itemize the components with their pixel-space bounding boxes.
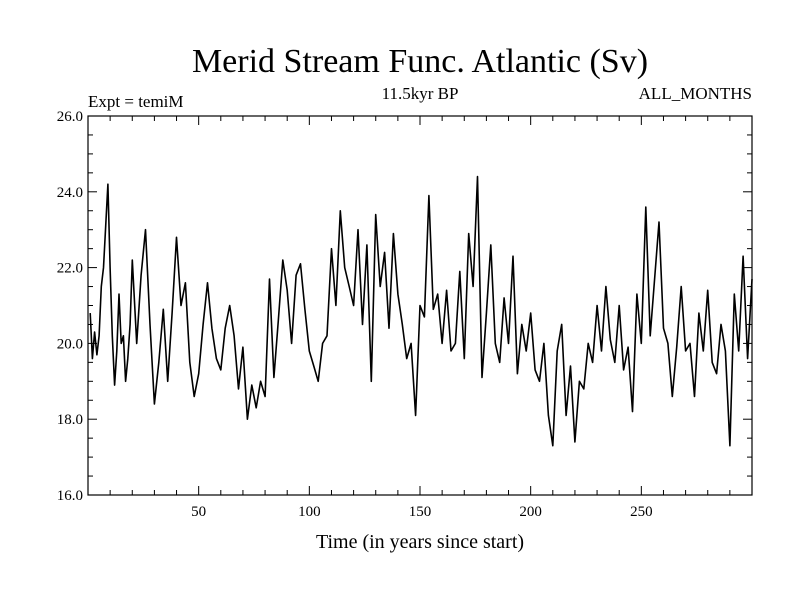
y-tick-label: 18.0 [57, 412, 83, 428]
x-tick-label: 200 [519, 504, 542, 520]
y-tick-label: 26.0 [57, 109, 83, 125]
x-tick-label: 250 [630, 504, 653, 520]
x-tick-label: 150 [409, 504, 432, 520]
y-tick-label: 20.0 [57, 336, 83, 352]
x-axis-label: Time (in years since start) [316, 531, 524, 553]
x-tick-label: 50 [191, 504, 206, 520]
subtitle-period: 11.5kyr BP [382, 84, 459, 103]
y-tick-label: 16.0 [57, 488, 83, 504]
y-axis-ticks: 16.0 18.0 20.0 22.0 24.0 26.0 [57, 109, 752, 504]
series-group [89, 175, 753, 447]
series-line [89, 175, 753, 447]
y-tick-label: 24.0 [57, 185, 83, 201]
subtitle-expt: Expt = temiM [88, 92, 184, 111]
x-tick-label: 100 [298, 504, 321, 520]
x-axis-ticks: 50 100 150 200 250 [109, 116, 731, 520]
y-tick-label: 22.0 [57, 261, 83, 277]
subtitle-months: ALL_MONTHS [639, 84, 752, 103]
chart-title: Merid Stream Func. Atlantic (Sv) [192, 43, 648, 80]
